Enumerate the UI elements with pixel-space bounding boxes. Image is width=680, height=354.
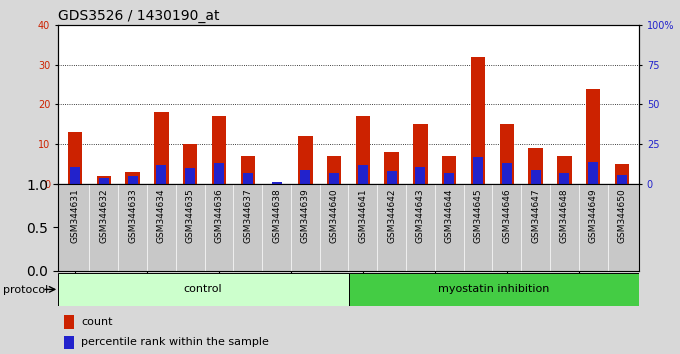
- Text: GSM344650: GSM344650: [617, 188, 626, 243]
- Text: GSM344639: GSM344639: [301, 188, 310, 243]
- Bar: [243, 173, 253, 184]
- Bar: [528, 148, 543, 184]
- Text: GSM344633: GSM344633: [128, 188, 137, 243]
- Bar: [327, 156, 341, 184]
- Text: GSM344638: GSM344638: [272, 188, 281, 243]
- Text: control: control: [184, 284, 222, 295]
- Text: GSM344643: GSM344643: [416, 188, 425, 243]
- Bar: [97, 176, 111, 184]
- Bar: [128, 176, 137, 184]
- Bar: [473, 157, 483, 184]
- Bar: [387, 171, 396, 184]
- Text: GSM344647: GSM344647: [531, 188, 540, 243]
- Text: GSM344636: GSM344636: [214, 188, 224, 243]
- Text: GSM344632: GSM344632: [99, 188, 108, 243]
- Text: myostatin inhibition: myostatin inhibition: [438, 284, 549, 295]
- Text: GDS3526 / 1430190_at: GDS3526 / 1430190_at: [58, 9, 219, 23]
- Bar: [530, 170, 541, 184]
- Text: GSM344637: GSM344637: [243, 188, 252, 243]
- Bar: [413, 124, 428, 184]
- Bar: [68, 132, 82, 184]
- Text: GSM344631: GSM344631: [71, 188, 80, 243]
- Bar: [356, 116, 370, 184]
- Bar: [329, 173, 339, 184]
- Bar: [156, 165, 167, 184]
- Bar: [301, 170, 310, 184]
- Bar: [99, 178, 109, 184]
- Text: GSM344644: GSM344644: [445, 188, 454, 243]
- Bar: [183, 144, 197, 184]
- Bar: [214, 164, 224, 184]
- Text: GSM344640: GSM344640: [330, 188, 339, 243]
- Bar: [125, 172, 140, 184]
- Bar: [615, 164, 629, 184]
- Bar: [500, 124, 514, 184]
- Bar: [70, 167, 80, 184]
- Text: protocol: protocol: [3, 285, 49, 295]
- Bar: [384, 152, 399, 184]
- Bar: [241, 156, 255, 184]
- Bar: [185, 168, 195, 184]
- Bar: [298, 136, 313, 184]
- Text: GSM344649: GSM344649: [589, 188, 598, 243]
- Text: count: count: [81, 317, 113, 327]
- Text: GSM344642: GSM344642: [387, 188, 396, 243]
- Bar: [64, 336, 74, 349]
- Bar: [588, 162, 598, 184]
- Bar: [64, 315, 74, 329]
- Bar: [58, 273, 348, 306]
- Bar: [444, 173, 454, 184]
- Text: GSM344648: GSM344648: [560, 188, 569, 243]
- Text: percentile rank within the sample: percentile rank within the sample: [81, 337, 269, 348]
- Text: GSM344646: GSM344646: [503, 188, 511, 243]
- Bar: [271, 183, 282, 184]
- Bar: [442, 156, 456, 184]
- Bar: [557, 156, 572, 184]
- Bar: [154, 113, 169, 184]
- Text: GSM344641: GSM344641: [358, 188, 367, 243]
- Bar: [471, 57, 486, 184]
- Text: GSM344645: GSM344645: [473, 188, 483, 243]
- Bar: [358, 165, 368, 184]
- Bar: [617, 175, 627, 184]
- Text: GSM344634: GSM344634: [157, 188, 166, 243]
- Bar: [586, 88, 600, 184]
- Bar: [502, 164, 512, 184]
- Bar: [415, 167, 426, 184]
- Text: GSM344635: GSM344635: [186, 188, 194, 243]
- Bar: [348, 273, 639, 306]
- Bar: [560, 173, 569, 184]
- Bar: [211, 116, 226, 184]
